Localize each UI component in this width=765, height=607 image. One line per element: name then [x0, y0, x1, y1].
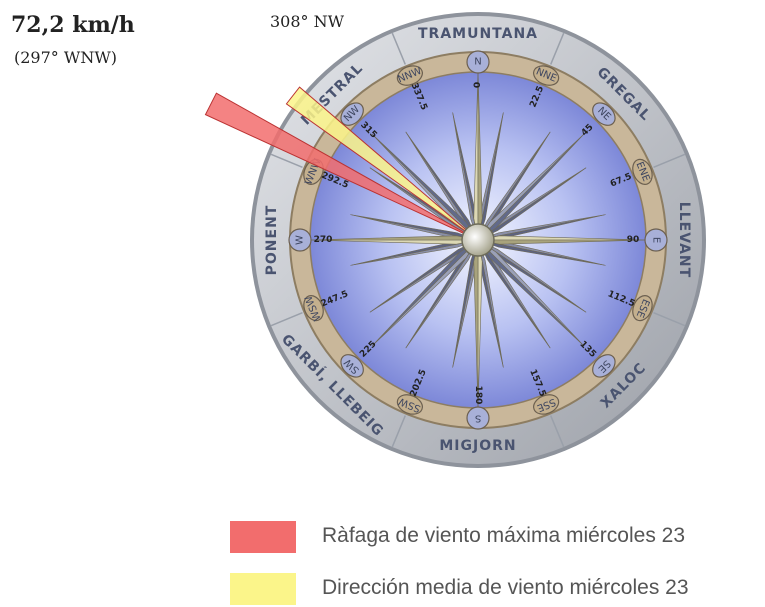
point-marker	[396, 394, 423, 415]
ring-divider	[653, 312, 686, 327]
ring-divider	[391, 415, 406, 448]
point-marker	[533, 394, 560, 415]
ring-divider	[270, 153, 303, 168]
legend-label-average: Dirección media de viento miércoles 23	[322, 576, 689, 599]
wind-name-label: PONENT	[264, 205, 280, 276]
degree-label: 90	[627, 235, 640, 245]
legend-label-gust: Ràfaga de viento máxima miércoles 23	[322, 524, 686, 547]
compass-hub	[461, 223, 495, 257]
legend-item-average: Dirección media de viento miércoles 23	[230, 573, 750, 607]
point-marker	[303, 295, 324, 322]
point-marker	[533, 65, 560, 86]
legend-item-gust: Ràfaga de viento máxima miércoles 23	[230, 521, 750, 555]
gust-direction-label: (297° WNW)	[14, 48, 117, 67]
point-marker	[466, 406, 490, 430]
point-marker	[288, 228, 312, 252]
wind-name-label: TRAMUNTANA	[418, 26, 538, 42]
point-label: N	[474, 57, 481, 68]
point-marker	[632, 158, 653, 185]
average-direction-label: 308° NW	[270, 12, 345, 31]
wind-name-label: MIGJORN	[439, 438, 516, 454]
point-marker	[592, 354, 616, 378]
point-marker	[340, 354, 364, 378]
wind-speed-value: 72,2 km/h	[11, 12, 135, 38]
point-marker	[466, 50, 490, 74]
point-label: E	[651, 237, 662, 243]
ring-divider	[270, 312, 303, 327]
point-marker	[592, 102, 616, 126]
gust-direction-wedge	[204, 92, 479, 241]
wind-arrows	[204, 86, 479, 241]
point-marker	[644, 228, 668, 252]
ring-divider	[550, 415, 565, 448]
ring-dividers	[270, 32, 686, 448]
legend-swatch-gust	[230, 521, 296, 553]
ring-divider	[391, 32, 406, 65]
compass-star	[307, 69, 649, 411]
average-direction-wedge	[285, 86, 479, 241]
wind-name-label: LLEVANT	[676, 202, 692, 278]
ring-divider	[550, 32, 565, 65]
point-marker	[396, 65, 423, 86]
point-label: W	[295, 235, 306, 245]
degree-label: 0	[473, 82, 483, 88]
degree-label: 180	[473, 386, 483, 405]
point-marker	[340, 102, 364, 126]
point-marker	[632, 295, 653, 322]
ring-divider	[653, 153, 686, 168]
legend-swatch-average	[230, 573, 296, 605]
point-label: S	[475, 413, 481, 424]
degree-label: 270	[314, 235, 333, 245]
